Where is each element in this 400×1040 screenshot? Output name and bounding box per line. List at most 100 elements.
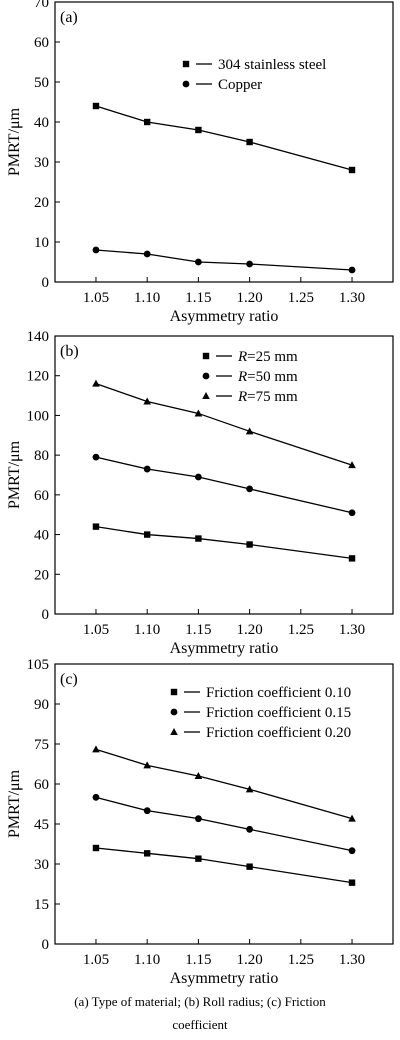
data-point: [143, 807, 151, 815]
data-point: [92, 844, 100, 852]
y-tick-label: 70: [34, 0, 49, 11]
legend-marker: [170, 688, 178, 696]
y-tick-label: 15: [34, 897, 49, 913]
figure-caption: (a) Type of material; (b) Roll radius; (…: [0, 990, 400, 1036]
data-point: [143, 250, 151, 258]
data-point: [348, 166, 356, 174]
data-point: [194, 473, 202, 481]
data-point: [92, 102, 100, 110]
data-point: [348, 555, 356, 562]
data-point: [92, 745, 100, 753]
series-line-1: [95, 525, 353, 560]
data-point: [348, 847, 356, 855]
x-tick-label: 1.05: [83, 290, 109, 306]
legend-marker: [202, 392, 210, 399]
y-tick-label: 100: [27, 408, 50, 424]
data-point: [348, 266, 356, 274]
y-tick-label: 60: [34, 35, 49, 51]
x-tick-label: 1.25: [288, 952, 314, 968]
legend-label: Friction coefficient 0.10: [206, 685, 351, 701]
data-point: [194, 409, 203, 417]
data-point: [143, 465, 151, 473]
x-tick-label: 1.20: [236, 290, 262, 306]
data-point: [246, 260, 254, 268]
data-point: [143, 118, 151, 126]
x-axis-label: Asymmetry ratio: [170, 970, 279, 987]
legend-label: R=50 mm: [237, 369, 298, 385]
data-point: [194, 815, 202, 823]
series-line-2: [95, 249, 353, 271]
series-line-1: [95, 847, 353, 884]
chart-panel-1: 0 10 20 30 40 50 60 70 1.05 1.10 1.15 1.20 1.25 1.30 A…: [6, 0, 394, 325]
data-point: [348, 879, 356, 886]
legend-label: Friction coefficient 0.15: [206, 705, 351, 721]
data-point: [194, 258, 202, 266]
data-point: [245, 427, 254, 435]
x-tick-label: 1.15: [185, 952, 211, 968]
series-line-1: [95, 105, 353, 171]
legend-marker: [202, 372, 210, 380]
legend-label: 304 stainless steel: [218, 57, 326, 73]
data-point: [246, 138, 253, 146]
series-line-2: [95, 796, 353, 852]
data-point: [92, 793, 100, 801]
panel-label: (a): [60, 9, 78, 26]
legend-label: R=25 mm: [237, 349, 298, 365]
legend-label-symbol: R: [237, 389, 247, 405]
caption-line-2: coefficient: [172, 1017, 228, 1032]
y-tick-label: 40: [34, 115, 49, 131]
x-tick-label: 1.20: [236, 622, 262, 638]
y-axis-label: PMRT/μm: [6, 440, 23, 509]
legend-marker: [170, 728, 178, 735]
legend-marker: [202, 352, 210, 360]
panel-label: (c): [60, 671, 78, 688]
y-tick-label: 0: [42, 937, 50, 953]
y-tick-label: 10: [34, 235, 49, 251]
data-point: [348, 461, 356, 469]
data-point: [246, 863, 253, 870]
chart-panel-3: 0 15 30 45 60 75 90 105 1.05 1.10 1.15 1.20 1.25 1.30…: [6, 657, 394, 987]
data-point: [92, 246, 100, 254]
series-line-2: [95, 456, 353, 514]
data-point: [143, 850, 151, 857]
panel-label: (b): [60, 343, 79, 360]
y-tick-label: 20: [34, 195, 49, 211]
y-tick-label: 140: [27, 329, 50, 345]
y-axis-label: PMRT/μm: [6, 769, 23, 838]
x-axis-label: Asymmetry ratio: [170, 640, 279, 657]
x-tick-label: 1.30: [339, 290, 365, 306]
data-point: [194, 772, 203, 779]
chart-panel-2: 0 20 40 60 80 100 120 140 1.05 1.10 1.15 1.20 1.25 1.…: [6, 329, 394, 657]
y-tick-label: 120: [27, 369, 50, 385]
x-tick-label: 1.05: [83, 952, 109, 968]
y-tick-label: 0: [42, 607, 50, 623]
data-point: [143, 761, 151, 769]
legend-label-value: =50 mm: [247, 369, 298, 385]
y-tick-label: 30: [34, 857, 49, 873]
figure: 0 10 20 30 40 50 60 70 1.05 1.10 1.15 1.20 1.25 1.30 A…: [6, 0, 394, 987]
x-tick-label: 1.25: [288, 622, 314, 638]
y-tick-label: 60: [34, 777, 49, 793]
x-tick-label: 1.20: [236, 952, 262, 968]
y-tick-label: 50: [34, 75, 49, 91]
x-tick-label: 1.15: [185, 290, 211, 306]
y-tick-label: 45: [34, 817, 49, 833]
y-tick-label: 75: [34, 737, 49, 753]
legend-marker: [182, 60, 190, 68]
data-point: [246, 485, 254, 493]
legend-label: R=75 mm: [237, 389, 298, 405]
x-tick-label: 1.10: [134, 622, 160, 638]
y-tick-label: 90: [34, 697, 49, 713]
data-point: [246, 825, 254, 833]
legend-marker: [170, 708, 178, 716]
caption-line-1: (a) Type of material; (b) Roll radius; (…: [74, 994, 326, 1009]
y-tick-label: 20: [34, 567, 49, 583]
data-point: [92, 379, 100, 387]
x-tick-label: 1.15: [185, 622, 211, 638]
x-tick-label: 1.30: [339, 952, 365, 968]
x-tick-label: 1.10: [134, 290, 160, 306]
data-point: [348, 509, 356, 517]
data-point: [195, 535, 202, 542]
legend-label: Friction coefficient 0.20: [206, 725, 351, 741]
data-point: [92, 523, 100, 530]
